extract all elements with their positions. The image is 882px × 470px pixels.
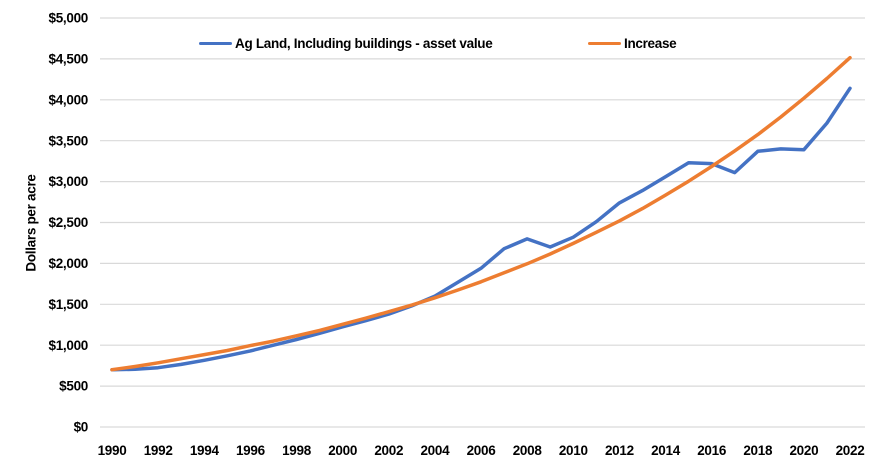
legend-line-swatch-increase [588, 41, 621, 46]
x-tick-label: 2014 [651, 443, 681, 458]
x-tick-label: 2002 [374, 443, 403, 458]
x-tick-label: 1990 [98, 443, 127, 458]
legend-line-swatch-ag-land [199, 41, 232, 46]
x-tick-label: 2020 [789, 443, 818, 458]
legend-item-ag-land: Ag Land, Including buildings - asset val… [199, 35, 493, 52]
legend-label-ag-land: Ag Land, Including buildings - asset val… [235, 36, 493, 51]
x-tick-label: 2016 [697, 443, 727, 458]
x-tick-label: 2004 [420, 443, 450, 458]
x-tick-label: 1998 [282, 443, 312, 458]
series-line-ag-land [110, 86, 852, 372]
x-tick-label: 2006 [467, 443, 497, 458]
series-line-increase [110, 55, 852, 372]
y-tick-label: $2,000 [49, 256, 89, 271]
x-tick-label: 1994 [190, 443, 220, 458]
x-tick-label: 2010 [559, 443, 588, 458]
y-tick-label: $500 [59, 379, 88, 394]
y-tick-label: $4,500 [49, 52, 89, 67]
y-tick-label: $1,500 [49, 297, 89, 312]
y-axis-title: Dollars per acre [23, 174, 39, 272]
y-tick-label: $5,000 [49, 11, 89, 26]
x-tick-label: 2008 [513, 443, 543, 458]
legend-label-increase: Increase [624, 36, 677, 51]
y-tick-label: $2,500 [49, 215, 89, 230]
y-tick-label: $0 [74, 420, 88, 435]
x-tick-label: 2018 [743, 443, 773, 458]
x-tick-label: 2000 [328, 443, 357, 458]
y-tick-label: $4,000 [49, 92, 89, 107]
y-tick-label: $3,500 [49, 133, 89, 148]
x-tick-label: 2012 [605, 443, 634, 458]
x-tick-label: 2022 [836, 443, 865, 458]
legend-item-increase: Increase [588, 35, 677, 52]
x-tick-label: 1996 [236, 443, 266, 458]
x-tick-label: 1992 [144, 443, 173, 458]
y-tick-label: $3,000 [49, 174, 89, 189]
y-tick-label: $1,000 [49, 338, 89, 353]
